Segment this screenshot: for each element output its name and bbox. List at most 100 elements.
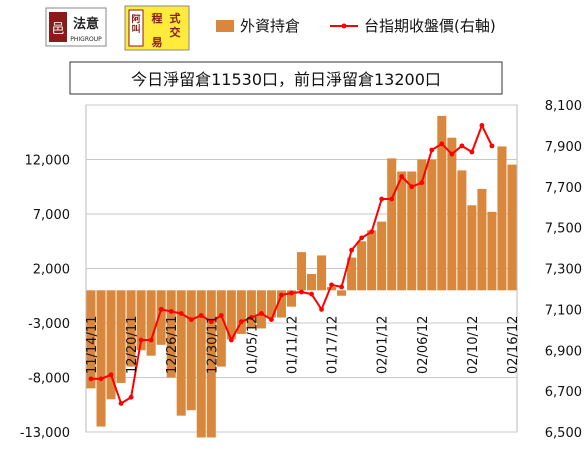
x-tick-label: 02/16/12 xyxy=(506,316,521,374)
x-tick-label: 02/10/12 xyxy=(466,316,481,374)
bar xyxy=(186,290,196,411)
logo-char-2: 式 xyxy=(170,11,181,25)
bar xyxy=(86,290,96,389)
legend-line-label: 台指期收盤價(右軸) xyxy=(364,17,496,35)
bar xyxy=(286,290,296,307)
bar xyxy=(156,290,166,345)
line-point xyxy=(138,337,144,343)
line-point xyxy=(248,315,254,320)
line-point xyxy=(238,319,244,325)
line-point xyxy=(309,291,314,297)
legend-bar-label: 外資持倉 xyxy=(240,17,300,35)
x-tick-label: 12/26/11 xyxy=(165,316,180,374)
bar xyxy=(367,230,377,291)
y-right-tick-label: 6,700 xyxy=(545,385,582,400)
logo-sub-text: PHIGROUP xyxy=(70,36,102,43)
bar xyxy=(266,290,276,318)
bar xyxy=(176,290,186,416)
bar xyxy=(216,290,226,367)
logo-char-1: 程 xyxy=(152,11,163,25)
line-point xyxy=(409,184,415,190)
line-point xyxy=(188,317,194,322)
x-tick-label: 02/01/12 xyxy=(376,316,391,374)
y-left-tick-label: -8,000 xyxy=(28,372,70,387)
bar xyxy=(166,290,176,378)
legend-line-marker xyxy=(341,23,347,29)
x-tick-label: 11/14/11 xyxy=(85,316,100,374)
bar xyxy=(136,290,146,351)
line-point xyxy=(429,147,435,153)
line-point xyxy=(259,311,264,316)
bar xyxy=(96,290,106,427)
bar xyxy=(377,221,387,291)
bar xyxy=(437,115,447,291)
bar xyxy=(236,290,246,334)
y-left-tick-label: -13,000 xyxy=(20,426,70,441)
x-tick-label: 01/11/12 xyxy=(285,316,300,374)
line-point xyxy=(208,319,214,325)
line-point xyxy=(399,174,405,179)
x-axis-labels: 11/14/11 12/20/11 12/26/11 12/30/11 01/05/12… xyxy=(85,316,521,374)
phigroup-logo: 邑 法意 PHIGROUP xyxy=(45,7,107,47)
bar xyxy=(327,287,337,291)
bar xyxy=(206,290,216,438)
bar xyxy=(337,290,347,296)
x-tick-label: 01/05/12 xyxy=(245,316,260,374)
line-point xyxy=(228,337,234,343)
bar xyxy=(296,252,307,291)
bar xyxy=(226,290,236,340)
line-point xyxy=(439,141,445,147)
line-point xyxy=(168,309,174,314)
bar xyxy=(146,290,156,356)
line-point xyxy=(369,229,375,235)
y-right-tick-label: 6,500 xyxy=(545,426,582,441)
logo-mark-icon: 邑 xyxy=(51,22,64,37)
line-point xyxy=(329,282,334,288)
logo-char-5: 叫 xyxy=(131,23,140,35)
bar xyxy=(357,241,367,291)
bar xyxy=(256,290,266,329)
line-point xyxy=(339,284,344,290)
y-left-tick-label: -3,000 xyxy=(28,317,70,332)
bar xyxy=(467,205,477,291)
line-point xyxy=(218,313,224,318)
line-point xyxy=(319,306,324,312)
y-right-tick-label: 8,100 xyxy=(545,99,582,114)
line-point xyxy=(349,247,355,253)
y-right-tick-label: 7,500 xyxy=(545,222,582,237)
line-point xyxy=(389,196,395,202)
bar xyxy=(317,255,327,291)
bar xyxy=(417,159,427,291)
chart-title-box: 今日淨留倉11530口，前日淨留倉13200口 xyxy=(69,61,503,95)
bar xyxy=(447,137,457,291)
y-right-tick-label: 6,900 xyxy=(545,344,582,359)
line-point xyxy=(198,313,204,318)
x-tick-label: 12/20/11 xyxy=(125,316,140,374)
line-point xyxy=(279,292,284,298)
bar xyxy=(497,146,507,291)
bar xyxy=(246,290,256,329)
bar xyxy=(276,290,286,318)
bar xyxy=(507,164,517,291)
x-tick-label: 12/30/11 xyxy=(205,316,220,374)
chart-title: 今日淨留倉11530口，前日淨留倉13200口 xyxy=(131,70,441,89)
program-trading-logo: 程 式 交 易 叫 阿 xyxy=(124,5,190,51)
bar xyxy=(106,290,116,400)
bars-series xyxy=(86,115,517,438)
logo-char-4: 易 xyxy=(152,36,163,49)
line-point xyxy=(178,311,184,316)
line-point xyxy=(359,235,365,241)
logo-char-3: 交 xyxy=(170,25,181,39)
bar xyxy=(487,211,497,291)
y-right-tick-label: 7,700 xyxy=(545,181,582,196)
y-left-tick-label: 12,000 xyxy=(25,154,71,169)
line-point xyxy=(289,290,294,296)
bar xyxy=(307,273,317,291)
bar xyxy=(407,171,417,291)
logo-char-6: 阿 xyxy=(131,14,140,25)
bar xyxy=(427,159,437,291)
line-point xyxy=(98,376,104,382)
x-tick-label: 01/17/12 xyxy=(326,316,341,374)
line-point xyxy=(108,372,114,378)
